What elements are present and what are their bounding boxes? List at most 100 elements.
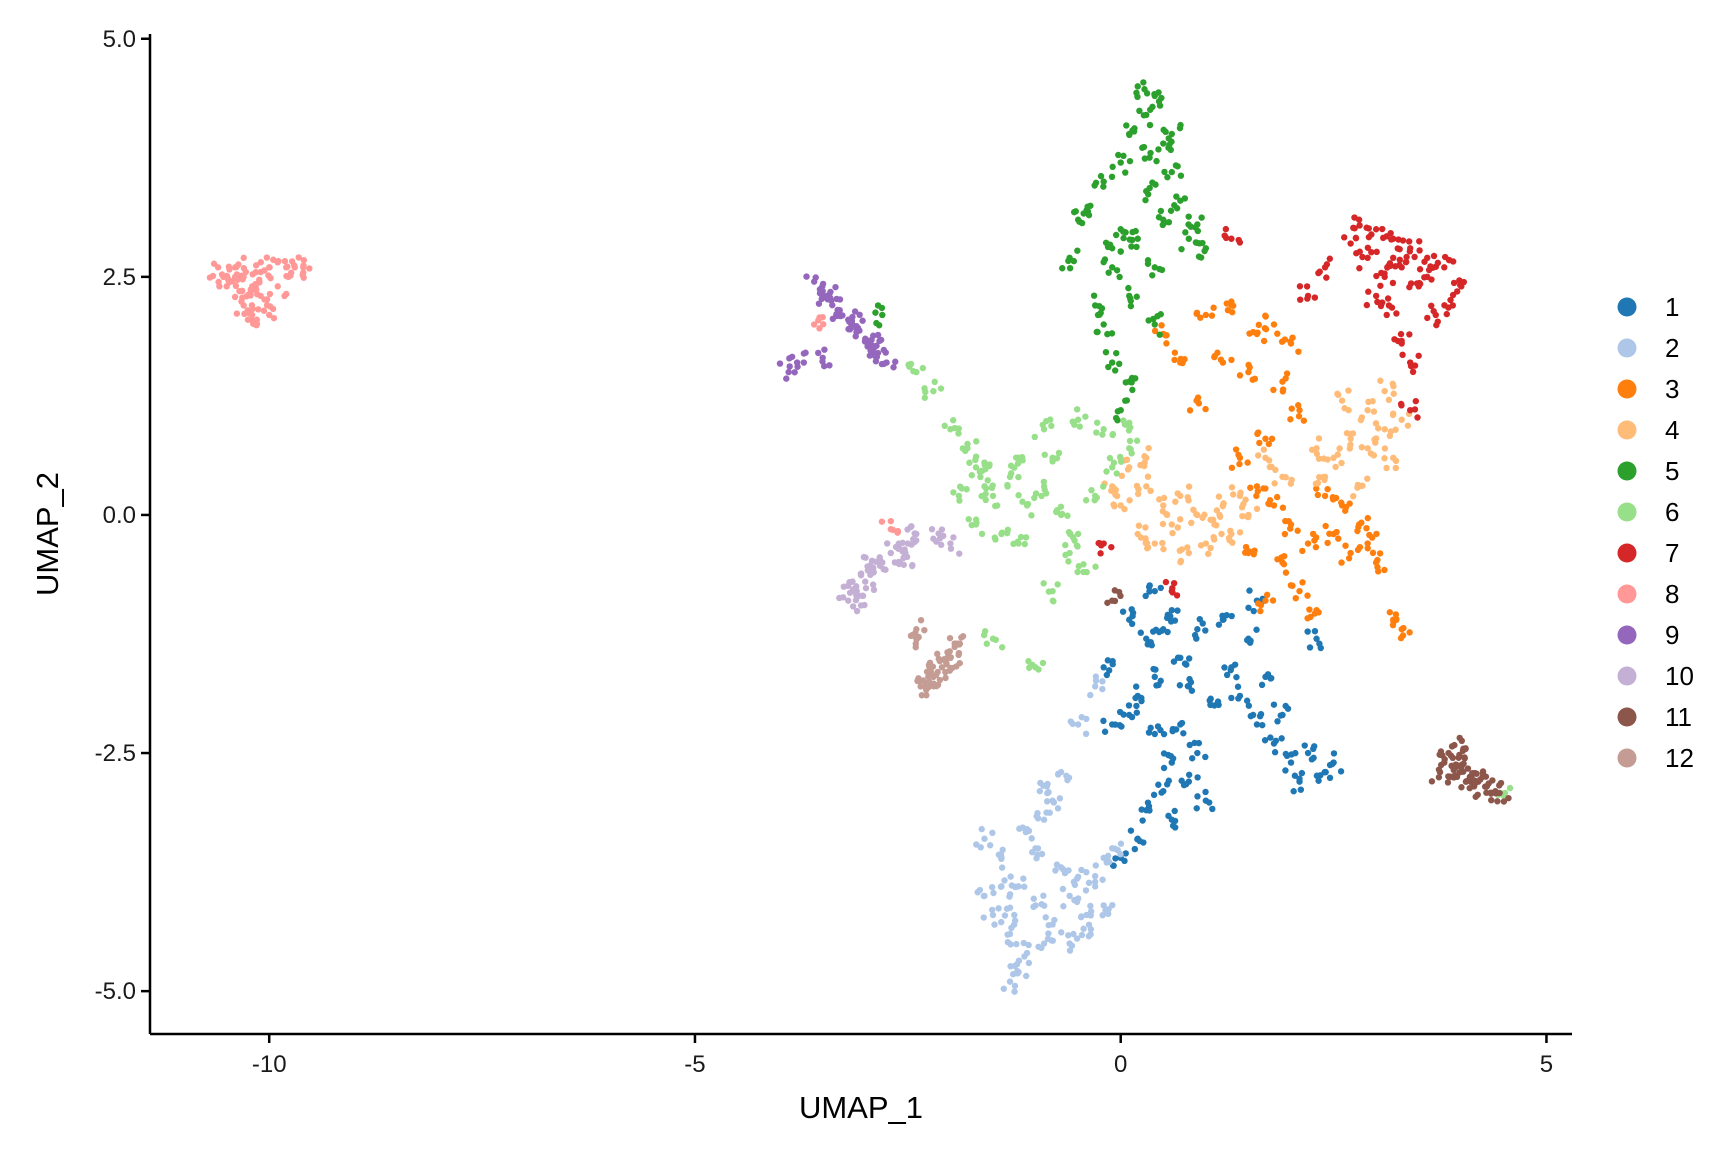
cluster-1-point (1250, 607, 1257, 615)
cluster-9-point (878, 360, 886, 368)
cluster-4-point (1364, 445, 1371, 452)
cluster-4-point (1193, 510, 1200, 518)
cluster-11-point (1435, 766, 1443, 773)
cluster-11-point (1472, 793, 1479, 800)
cluster-1-point (1133, 702, 1140, 710)
cluster-6-point (1053, 507, 1061, 514)
cluster-8-point (231, 293, 239, 301)
cluster-11-point (1505, 794, 1512, 802)
cluster-9-point (851, 308, 859, 315)
cluster-8-point (263, 254, 271, 261)
cluster-10-point (904, 526, 911, 533)
cluster-1-point (1234, 683, 1242, 690)
cluster-7-point (1323, 274, 1330, 281)
cluster-5-point (1142, 196, 1149, 204)
cluster-5-point (1177, 121, 1184, 129)
cluster-5-point (1106, 241, 1114, 248)
cluster-8-point (209, 272, 217, 280)
cluster-5-point (1111, 367, 1119, 374)
cluster-4-point (1358, 444, 1365, 451)
legend-key-5 (1617, 461, 1637, 481)
cluster-5-point (1173, 193, 1180, 200)
cluster-4-point (1135, 522, 1143, 529)
cluster-6-point (1025, 658, 1032, 665)
cluster-10-point (845, 597, 852, 604)
cluster-8-point (244, 316, 252, 323)
cluster-6-point (955, 425, 962, 432)
cluster-4-point (1346, 445, 1353, 452)
cluster-5-point (1147, 106, 1154, 113)
cluster-10-point (947, 545, 955, 552)
cluster-6-point (989, 492, 997, 500)
cluster-7-point (1428, 302, 1435, 310)
cluster-1-point (1258, 681, 1266, 689)
cluster-6-point (1004, 481, 1011, 489)
cluster-5-point (1080, 210, 1087, 217)
cluster-5-point (1096, 302, 1103, 310)
cluster-7-point (1409, 368, 1417, 376)
cluster-3-point (1306, 606, 1313, 613)
cluster-2-point (1050, 799, 1058, 806)
cluster-11-point (1450, 774, 1458, 781)
cluster-6-point (937, 385, 945, 392)
cluster-2-point (1117, 840, 1125, 847)
cluster-1-point (1171, 807, 1178, 815)
cluster-1-point (1188, 687, 1196, 694)
cluster-10-point (900, 554, 907, 562)
cluster-6-point (1045, 588, 1053, 595)
cluster-6-point (982, 466, 989, 473)
cluster-4-point (1144, 544, 1152, 551)
cluster-3-point (1260, 337, 1268, 345)
cluster-4-point (1121, 505, 1128, 513)
cluster-3-point (1262, 435, 1269, 442)
cluster-4-point (1364, 406, 1371, 414)
cluster-7-point (1415, 352, 1422, 359)
cluster-1-point (1158, 789, 1165, 796)
cluster-7-point (1449, 291, 1457, 299)
cluster-2-point (1030, 895, 1037, 902)
cluster-2-point (1060, 903, 1067, 910)
cluster-3-point (1295, 402, 1302, 409)
cluster-2-point (1087, 931, 1094, 938)
cluster-1-point (1206, 799, 1213, 806)
cluster-2-point (1011, 988, 1018, 995)
cluster-3-point (1256, 439, 1263, 447)
cluster-9-point (853, 329, 860, 336)
cluster-7-point (1364, 244, 1372, 251)
cluster-9-point (864, 343, 871, 350)
cluster-4-point (1324, 456, 1331, 463)
cluster-1-point (1272, 737, 1280, 745)
cluster-8-point (239, 276, 246, 283)
cluster-12-point (934, 681, 942, 689)
cluster-5-point (1074, 247, 1081, 254)
cluster-3-point (1288, 405, 1295, 412)
cluster-6-point (921, 394, 929, 401)
cluster-7-point (1365, 288, 1372, 295)
cluster-2-point (995, 905, 1002, 912)
cluster-5-point (1120, 152, 1127, 160)
cluster-2-point (976, 886, 984, 894)
cluster-4-point (1159, 539, 1166, 547)
cluster-6-point (1014, 460, 1022, 467)
legend-key-2 (1617, 338, 1637, 358)
cluster-4-point (1354, 481, 1362, 489)
cluster-2-point (1011, 982, 1019, 990)
cluster-7-point (1323, 261, 1331, 268)
cluster-2-point (997, 851, 1005, 858)
cluster-4-point (1313, 450, 1321, 457)
cluster-4-point (1365, 398, 1372, 406)
cluster-3-point (1304, 540, 1312, 547)
cluster-6-point (1127, 446, 1134, 453)
cluster-6-point (982, 490, 989, 498)
cluster-2-point (1092, 862, 1099, 869)
cluster-3-point (1235, 451, 1242, 459)
cluster-9-point (827, 288, 834, 296)
cluster-5-point (874, 302, 882, 309)
legend-label-2: 2 (1665, 333, 1679, 363)
cluster-3-point (1229, 302, 1237, 309)
cluster-3-point (1262, 313, 1269, 320)
cluster-5-point (1149, 272, 1156, 279)
cluster-6-point (1109, 431, 1116, 439)
cluster-3-point (1217, 356, 1225, 363)
cluster-7-point (1399, 351, 1406, 359)
